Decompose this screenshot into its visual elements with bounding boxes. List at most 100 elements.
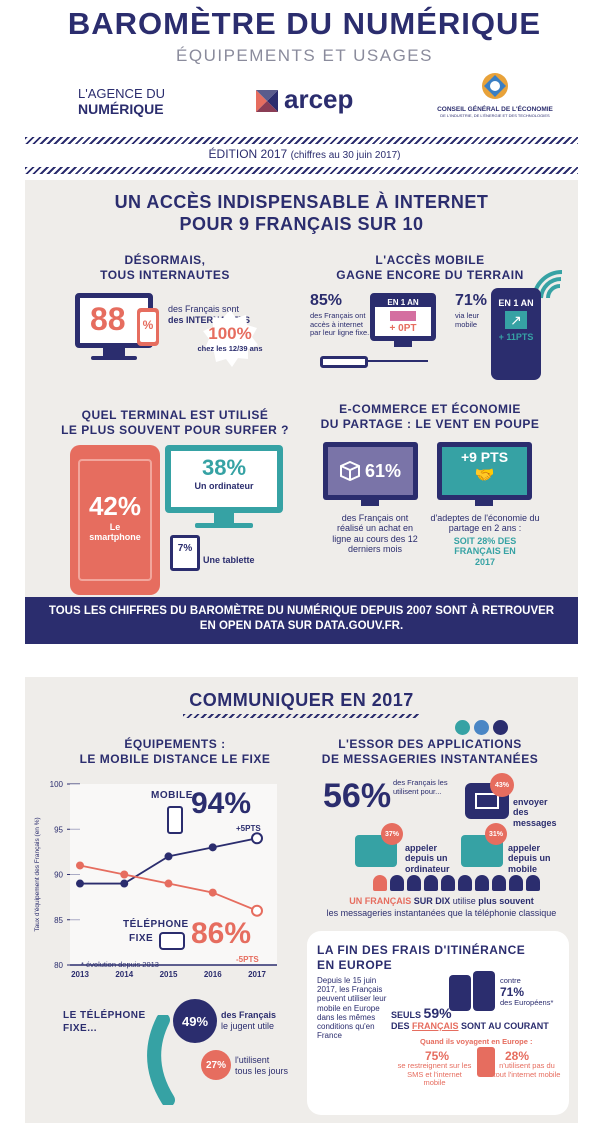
internautes-heading-line1: DÉSORMAIS,: [124, 253, 206, 267]
seuls-line: SEULS 59%: [391, 1005, 452, 1021]
open-data-banner: TOUS LES CHIFFRES DU BAROMÈTRE DU NUMÉRI…: [25, 597, 578, 644]
logo-cge: CONSEIL GÉNÉRAL DE L'ÉCONOMIE DE L'INDUS…: [430, 72, 560, 118]
edition-note: (chiffres au 30 juin 2017): [290, 150, 401, 161]
ordinateur-icon: 38% Un ordinateur: [165, 445, 283, 513]
phone-icon: %: [137, 308, 159, 346]
telfixe-label-line2: FIXE...: [63, 1023, 98, 1034]
francais-text: FRANÇAIS: [412, 1021, 459, 1031]
partage-text: d'adeptes de l'économie du partage en 2 …: [430, 513, 540, 534]
dix-bold2: plus souvent: [478, 896, 534, 906]
partage-highlight: SOIT 28% DES FRANÇAIS EN 2017: [453, 536, 517, 567]
telfixe-label-line1: LE TÉLÉPHONE: [63, 1010, 146, 1021]
smartphone-value: 42%: [88, 491, 142, 521]
mobile-call-text: appeler depuis un mobile: [508, 843, 551, 874]
x-tick-label: 2013: [71, 970, 89, 979]
handset-icon: [147, 1015, 175, 1105]
itinerance-heading-line1: LA FIN DES FRAIS D'ITINÉRANCE: [317, 943, 526, 957]
tablette-label: Une tablette: [203, 555, 255, 565]
dix-text: utilise: [452, 896, 476, 906]
tablette-icon: 7%: [170, 535, 200, 571]
person-icon: [441, 875, 455, 891]
messageries-heading-line1: L'ESSOR DES APPLICATIONS: [338, 737, 522, 751]
courant-text: SONT AU COURANT: [461, 1021, 549, 1031]
banner-line2[interactable]: EN OPEN DATA SUR DATA.GOUV.FR.: [199, 620, 404, 632]
person-icon: [390, 875, 404, 891]
package-icon: [339, 461, 360, 481]
seuls-text: SEULS: [391, 1010, 422, 1020]
data-point: [76, 879, 84, 888]
fixe-access-value: 85%: [310, 292, 343, 309]
logo-arcep: arcep: [252, 84, 372, 118]
achat-text: des Français ont réalisé un achat en lig…: [332, 513, 418, 555]
partage-monitor-stand: [475, 500, 493, 506]
ordinateur-stand: [214, 513, 234, 523]
person-icon: [509, 875, 523, 891]
person-icon: [458, 875, 472, 891]
roaming-phone-icon-2: [473, 971, 495, 1011]
messages-badge: 43%: [490, 773, 514, 797]
banner-line1: TOUS LES CHIFFRES DU BAROMÈTRE DU NUMÉRI…: [48, 605, 555, 617]
partage-value: +9 PTS: [460, 449, 509, 465]
fixe-box-label: EN 1 AN: [375, 298, 431, 307]
people-row: [373, 875, 563, 891]
page-subtitle: ÉQUIPEMENTS ET USAGES: [176, 46, 433, 65]
badge-value: 100%: [208, 324, 252, 343]
ordinateur-call-text: appeler depuis un ordinateur: [405, 843, 450, 874]
x-tick-label: 2015: [160, 970, 178, 979]
trend-up-icon: ↗: [505, 311, 527, 329]
messages-text: envoyer des messages: [513, 797, 557, 828]
handshake-icon: 🤝: [474, 467, 495, 484]
mobile-phone-icon: EN 1 AN ↗ + 11PTS: [491, 288, 541, 380]
phone-screen: %: [140, 312, 156, 342]
data-point: [120, 879, 129, 888]
logo-agence-line2: NUMÉRIQUE: [78, 101, 164, 117]
logo-agence-numerique: L'AGENCE DU NUMÉRIQUE: [78, 86, 178, 117]
smartphone-label-line1: Le: [109, 522, 121, 532]
messageries-text: des Français les utilisent pour...: [393, 778, 448, 796]
x-tick-label: 2017: [248, 970, 266, 979]
terminal-heading-line1: QUEL TERMINAL EST UTILISÉ: [81, 408, 269, 422]
person-icon: [526, 875, 540, 891]
arcep-icon: [256, 90, 278, 112]
mobile-heading-line1: L'ACCÈS MOBILE: [375, 253, 485, 267]
ordinateur-value: 38%: [201, 455, 247, 480]
y-axis-label: Taux d'équipement des Français (en %): [34, 817, 41, 931]
data-point: [208, 843, 217, 852]
partage-screen: +9 PTS 🤝: [442, 447, 527, 495]
fixe-access-text: des Français ont accès à internet par le…: [310, 311, 374, 338]
ecommerce-heading-line1: E-COMMERCE ET ÉCONOMIE: [339, 402, 521, 416]
person-icon: [424, 875, 438, 891]
chart-mobile-delta: +5PTS: [236, 824, 261, 833]
section-communiquer: COMMUNIQUER EN 2017 ÉQUIPEMENTS : LE MOB…: [25, 677, 578, 1123]
telfixe-text2-line2: tous les jours: [235, 1066, 289, 1076]
whatsapp-icon: [455, 720, 470, 735]
section1-title-line1: UN ACCÈS INDISPENSABLE À INTERNET: [114, 192, 489, 212]
nutilisent-text: n'utilisent pas du tout l'internet mobil…: [493, 1061, 561, 1079]
envelope-icon: [475, 793, 499, 809]
messenger-icon: [492, 720, 508, 735]
telfixe-text1-line2: le jugent utile: [221, 1021, 275, 1031]
partage-monitor-icon: +9 PTS 🤝: [437, 442, 532, 500]
monitor-stand: [103, 348, 125, 356]
contre-text: contre: [500, 976, 521, 985]
chart-fixe-value: 86%: [191, 917, 252, 950]
roaming-phone-icon-1: [449, 975, 471, 1011]
data-point: [251, 904, 263, 917]
dix-highlight: UN FRANÇAIS: [349, 896, 412, 906]
header-divider-top: [25, 137, 578, 144]
internautes-badge: 100% chez les 12/39 ans: [197, 310, 263, 368]
router-cable: [368, 360, 428, 362]
y-tick-label: 80: [54, 961, 63, 970]
restreignent-text: se restreignent sur les SMS et l'interne…: [397, 1061, 472, 1088]
data-point: [208, 888, 217, 897]
fixe-box-equal: [390, 311, 416, 321]
person-icon: [373, 875, 387, 891]
internautes-heading-line2: TOUS INTERNAUTES: [100, 268, 230, 282]
fixe-monitor-stand: [394, 341, 412, 347]
itinerance-text: Depuis le 15 juin 2017, les Français peu…: [317, 976, 387, 1041]
data-point: [76, 861, 84, 870]
ordinateur-label: Un ordinateur: [194, 481, 254, 491]
seuls-value: 59%: [423, 1005, 452, 1021]
smartphone-label-line2: smartphone: [89, 532, 141, 543]
achat-screen: 61%: [328, 447, 413, 495]
